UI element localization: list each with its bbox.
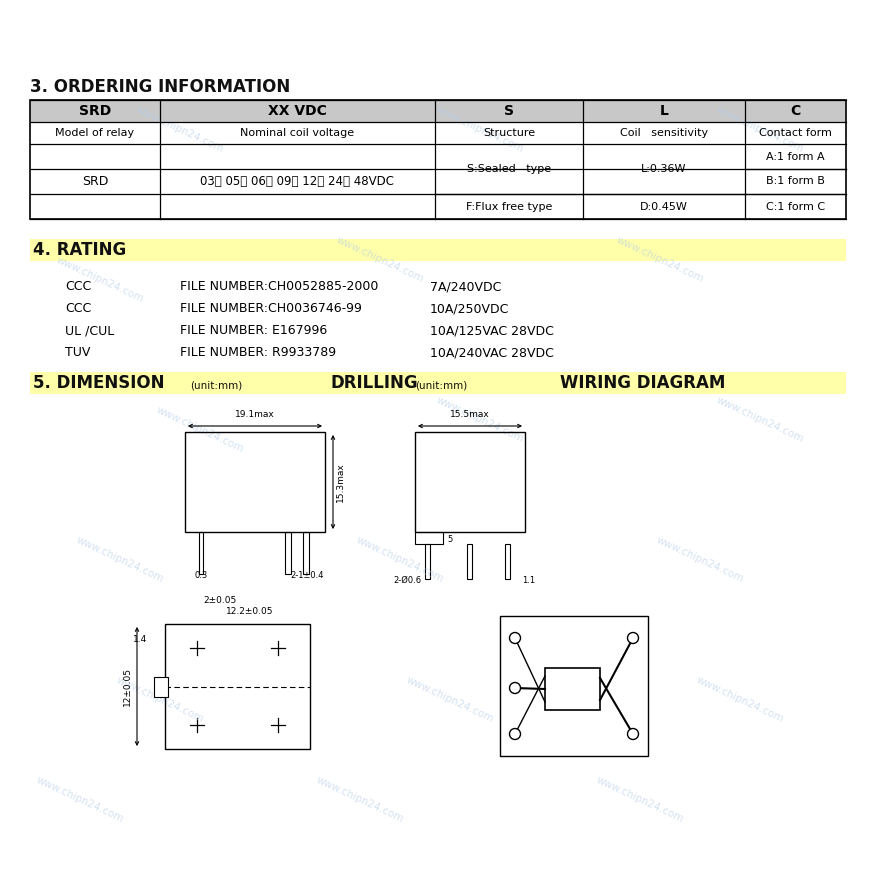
Bar <box>415 532 443 544</box>
Circle shape <box>510 682 520 694</box>
Text: 03、 05、 06、 09、 12、 24、 48VDC: 03、 05、 06、 09、 12、 24、 48VDC <box>201 175 394 188</box>
Bar <box>30 372 846 394</box>
Text: FILE NUMBER: E167996: FILE NUMBER: E167996 <box>180 324 328 337</box>
Text: www.chipn24.com: www.chipn24.com <box>615 236 705 285</box>
Text: www.chipn24.com: www.chipn24.com <box>355 535 445 584</box>
Text: Nominal coil voltage: Nominal coil voltage <box>240 128 355 138</box>
Bar <box>165 624 310 749</box>
Bar <box>154 676 168 696</box>
Bar <box>30 239 846 261</box>
Text: 15.3max: 15.3max <box>336 463 345 502</box>
Text: 15.5max: 15.5max <box>450 410 490 419</box>
Text: www.chipn24.com: www.chipn24.com <box>314 775 406 824</box>
Text: L: L <box>660 104 668 118</box>
Text: 12.2±0.05: 12.2±0.05 <box>226 607 273 616</box>
Text: www.chipn24.com: www.chipn24.com <box>715 105 805 155</box>
Text: Coil   sensitivity: Coil sensitivity <box>620 128 708 138</box>
Text: Structure: Structure <box>483 128 535 138</box>
Text: 19.1max: 19.1max <box>235 410 275 419</box>
Bar <box>199 532 203 574</box>
Text: TUV: TUV <box>65 347 90 359</box>
Bar <box>30 100 160 122</box>
Text: Model of relay: Model of relay <box>55 128 135 138</box>
Text: B:1 form B: B:1 form B <box>766 176 825 187</box>
Text: UL /CUL: UL /CUL <box>65 324 114 337</box>
Text: 1.4: 1.4 <box>133 634 147 644</box>
Text: XX VDC: XX VDC <box>268 104 327 118</box>
Text: www.chipn24.com: www.chipn24.com <box>54 255 145 305</box>
Text: FILE NUMBER:CH0052885-2000: FILE NUMBER:CH0052885-2000 <box>180 280 378 293</box>
Text: (unit:mm): (unit:mm) <box>190 381 243 391</box>
Text: CCC: CCC <box>65 302 91 315</box>
Text: 2±0.05: 2±0.05 <box>203 596 237 605</box>
Bar <box>425 544 430 579</box>
Bar <box>285 532 291 574</box>
Text: CCC: CCC <box>65 280 91 293</box>
Circle shape <box>627 729 639 739</box>
Text: www.chipn24.com: www.chipn24.com <box>654 535 745 584</box>
Bar <box>583 100 745 122</box>
Bar <box>467 544 472 579</box>
Text: D:0.45W: D:0.45W <box>640 201 688 211</box>
Text: S:Sealed   type: S:Sealed type <box>467 164 551 174</box>
Text: SRD: SRD <box>81 175 109 188</box>
Bar <box>545 668 600 710</box>
Bar <box>160 100 435 122</box>
Text: www.chipn24.com: www.chipn24.com <box>434 395 526 445</box>
Bar <box>185 432 325 532</box>
Text: FILE NUMBER: R9933789: FILE NUMBER: R9933789 <box>180 347 336 359</box>
Text: www.chipn24.com: www.chipn24.com <box>595 775 685 824</box>
Text: 4. RATING: 4. RATING <box>33 241 126 259</box>
Text: www.chipn24.com: www.chipn24.com <box>35 775 125 824</box>
Text: C: C <box>790 104 801 118</box>
Text: FILE NUMBER:CH0036746-99: FILE NUMBER:CH0036746-99 <box>180 302 362 315</box>
Text: www.chipn24.com: www.chipn24.com <box>115 675 205 724</box>
Text: 12±0.05: 12±0.05 <box>123 667 132 706</box>
Text: www.chipn24.com: www.chipn24.com <box>405 675 495 724</box>
Text: www.chipn24.com: www.chipn24.com <box>155 406 245 455</box>
Text: Contact form: Contact form <box>759 128 832 138</box>
Text: WIRING DIAGRAM: WIRING DIAGRAM <box>560 374 725 392</box>
Text: 2-Ø0.6: 2-Ø0.6 <box>393 576 421 585</box>
Text: S: S <box>504 104 514 118</box>
Text: 10A/125VAC 28VDC: 10A/125VAC 28VDC <box>430 324 554 337</box>
Circle shape <box>627 632 639 644</box>
Text: (unit:mm): (unit:mm) <box>415 381 467 391</box>
Text: L:0.36W: L:0.36W <box>641 164 687 174</box>
Text: 5. DIMENSION: 5. DIMENSION <box>33 374 165 392</box>
Bar <box>505 544 510 579</box>
Text: DRILLING: DRILLING <box>330 374 418 392</box>
Text: C:1 form C: C:1 form C <box>766 201 825 211</box>
Text: A:1 form A: A:1 form A <box>766 152 825 161</box>
Bar <box>500 616 648 756</box>
Bar <box>745 100 846 122</box>
Text: F:Flux free type: F:Flux free type <box>466 201 552 211</box>
Circle shape <box>510 729 520 739</box>
Text: www.chipn24.com: www.chipn24.com <box>695 675 785 724</box>
Circle shape <box>510 632 520 644</box>
Text: www.chipn24.com: www.chipn24.com <box>335 236 426 285</box>
Bar <box>415 432 525 532</box>
Bar <box>303 532 309 574</box>
Text: 3. ORDERING INFORMATION: 3. ORDERING INFORMATION <box>30 78 290 96</box>
Text: 10A/250VDC: 10A/250VDC <box>430 302 509 315</box>
Text: www.chipn24.com: www.chipn24.com <box>135 105 225 155</box>
Text: www.chipn24.com: www.chipn24.com <box>74 535 166 584</box>
Text: www.chipn24.com: www.chipn24.com <box>715 395 805 445</box>
Text: 5: 5 <box>447 535 452 545</box>
Text: 7A/240VDC: 7A/240VDC <box>430 280 501 293</box>
Text: 2-1±0.4: 2-1±0.4 <box>290 571 324 580</box>
Bar <box>435 100 583 122</box>
Text: SRD: SRD <box>79 104 111 118</box>
Text: www.chipn24.com: www.chipn24.com <box>434 105 526 155</box>
Text: 0.3: 0.3 <box>194 571 208 580</box>
Text: 10A/240VAC 28VDC: 10A/240VAC 28VDC <box>430 347 554 359</box>
Text: 1.1: 1.1 <box>522 576 535 585</box>
Bar <box>30 100 846 219</box>
